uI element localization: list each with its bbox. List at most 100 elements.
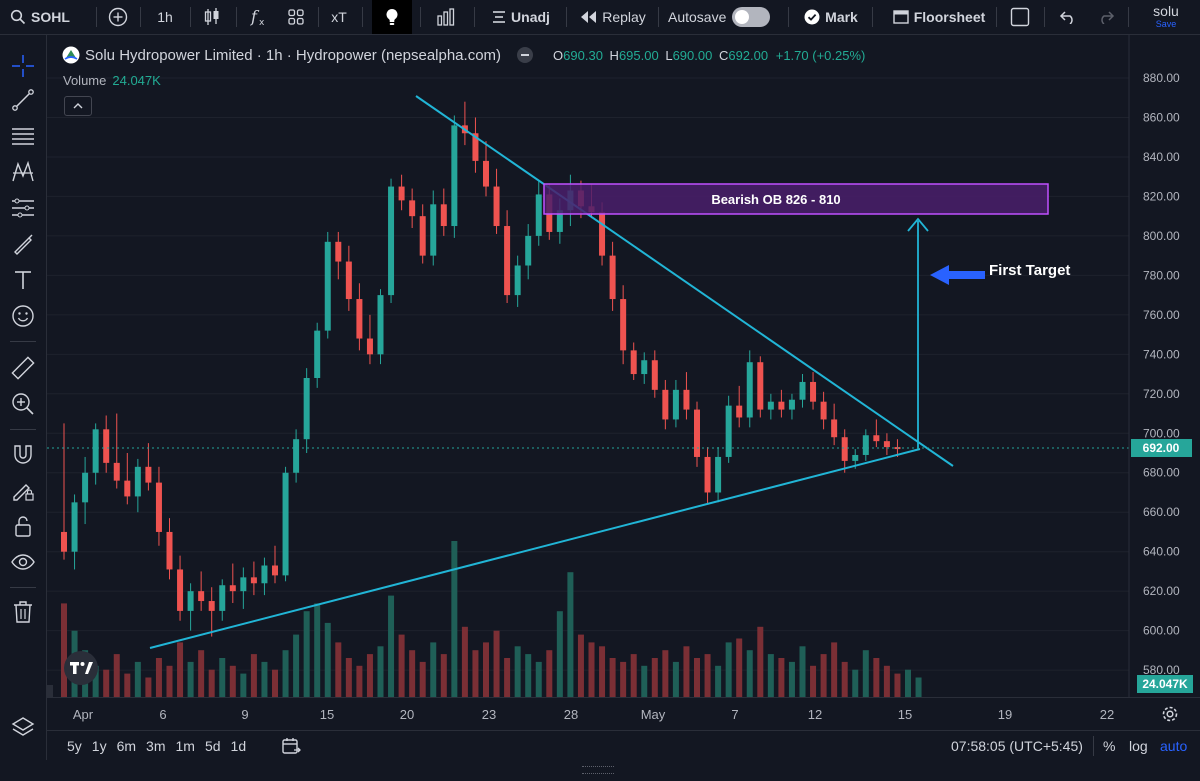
lock-drawing-tool[interactable] [0,473,46,507]
candle-body [377,295,384,355]
measure-tool[interactable] [0,351,46,385]
brush-tool[interactable] [0,227,46,261]
undo-button[interactable] [1056,0,1080,34]
add-compare-button[interactable] [104,0,132,34]
time-tick-label: 23 [482,707,496,722]
volume-bar [388,595,395,697]
templates-button[interactable] [282,0,310,34]
candle-body [831,419,838,438]
range-1y[interactable]: 1y [91,738,107,754]
floorsheet-button[interactable]: Floorsheet [890,0,988,34]
symbol-label: SOHL [31,9,70,25]
legend-more-button[interactable] [517,47,534,63]
price-scale[interactable]: 880.00 860.00 840.00 820.00 800.00 780.00 760.… [1128,35,1200,697]
bearish-ob-box[interactable] [543,183,1049,215]
price-chart[interactable]: Bearish OB 826 - 810 First Target 880.00… [47,35,1200,697]
time-scale[interactable]: Apr 6 9 15 20 23 28 May 7 12 15 19 22 [47,697,1200,730]
candle-body [451,125,458,227]
ascending-trendline[interactable] [149,448,921,649]
candle [250,561,257,596]
range-6m[interactable]: 6m [116,738,137,754]
volume-bar [124,673,131,697]
ideas-button[interactable] [372,0,412,34]
crosshair-tool[interactable] [0,49,46,83]
volume-bar [514,646,521,697]
candle-body [324,241,331,331]
percent-toggle[interactable]: % [1103,738,1116,754]
volume-bar [588,642,595,697]
volume-bar [483,642,489,697]
candle [493,168,500,234]
interval-button[interactable]: 1h [157,9,173,25]
volume-bar [345,658,352,697]
status-strip [0,760,1200,781]
lock-all-tool[interactable] [0,509,46,543]
range-3m[interactable]: 3m [146,738,166,754]
bar-chart-icon [437,8,455,26]
target-label: First Target [989,262,1070,279]
chart-pane[interactable]: Bearish OB 826 - 810 First Target 880.00… [47,35,1200,697]
mark-button[interactable]: Mark [800,0,862,34]
candle [177,555,184,621]
magnet-tool[interactable] [0,437,46,471]
tradingview-logo[interactable] [64,651,98,685]
drawing-toolbar [0,35,47,781]
emoji-tool[interactable] [0,299,46,333]
candle-body [599,212,606,256]
chart-type-button[interactable] [198,0,226,34]
remove-tool[interactable] [0,595,46,629]
pattern-tool[interactable] [0,155,46,189]
fib-tool[interactable] [0,119,46,153]
candle [651,350,658,398]
candle-body [630,350,637,375]
user-save-button[interactable]: solu Save [1136,0,1196,34]
legend-collapse-button[interactable] [64,96,92,116]
descending-trendline[interactable] [415,95,954,467]
symbol-title[interactable]: Solu Hydropower Limited · 1h · Hydropowe… [85,46,502,64]
candle-body [409,200,416,217]
log-toggle[interactable]: log [1129,738,1148,754]
clock-timezone[interactable]: 07:58:05 (UTC+5:45) [951,738,1083,754]
trendline-tool[interactable] [0,83,46,117]
autosave-toggle[interactable]: Autosave [668,0,778,34]
toggle-switch[interactable] [732,7,771,27]
volume-bar [831,642,838,697]
candle-body [715,456,722,493]
range-5d[interactable]: 5d [204,738,221,754]
pointer-arrow[interactable] [930,265,985,285]
candle-body [504,226,511,296]
candle [430,190,437,266]
financials-button[interactable] [432,0,460,34]
replay-button[interactable]: Replay [578,0,648,34]
zoom-tool[interactable] [0,387,46,421]
auto-toggle[interactable]: auto [1160,738,1188,754]
volume-bar [261,661,268,697]
settings-button[interactable] [1160,704,1180,724]
ohlc-values: O690.30 H695.00 L690.00 C692.00 +1.70 (+… [553,47,866,63]
prediction-tool[interactable] [0,191,46,225]
volume-bar [799,646,806,697]
symbol-search[interactable]: SOHL [4,0,72,34]
unadj-button[interactable]: Unadj [488,0,554,34]
compare-button[interactable]: xT [331,9,347,25]
range-1m[interactable]: 1m [175,738,195,754]
layout-button[interactable] [1006,0,1034,34]
drawings[interactable]: Bearish OB 826 - 810 First Target [149,95,1070,649]
candle-body [651,360,658,390]
hide-tool[interactable] [0,545,46,579]
text-tool[interactable] [0,263,46,297]
volume-bar [324,622,331,697]
scroll-left-handle[interactable] [47,685,53,697]
candle [366,314,373,365]
range-1d[interactable]: 1d [230,738,247,754]
candle-body [303,378,310,440]
resize-handle[interactable] [582,766,614,774]
volume-bar [61,603,67,697]
redo-button[interactable] [1094,0,1118,34]
goto-date-button[interactable] [281,731,301,761]
range-5y[interactable]: 5y [67,738,82,754]
magnet-icon [14,445,32,464]
object-tree-button[interactable] [0,711,46,745]
